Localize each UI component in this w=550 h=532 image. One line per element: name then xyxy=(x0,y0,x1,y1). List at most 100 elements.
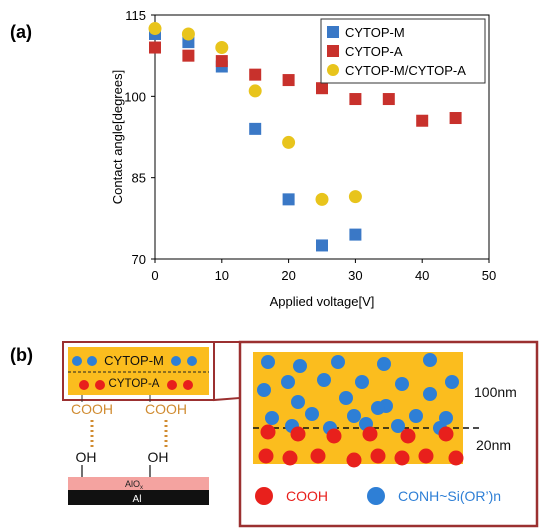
zoom-blue-dot xyxy=(391,419,405,433)
layer-top-label: CYTOP-M xyxy=(104,353,164,368)
zoom-connector xyxy=(213,341,241,402)
y-axis-label: Contact angle[degrees] xyxy=(110,70,125,204)
zoom-red-dot xyxy=(394,450,410,466)
data-point-series-2 xyxy=(349,93,362,106)
thickness-top-label: 100nm xyxy=(474,384,517,400)
legend-blue-dot xyxy=(367,487,385,505)
alox-label: AlOx xyxy=(125,479,143,491)
x-tick-label: 10 xyxy=(215,268,229,283)
x-tick-label: 20 xyxy=(281,268,295,283)
y-tick-label: 115 xyxy=(125,8,146,23)
zoom-red-dot xyxy=(418,448,434,464)
oh-left-label: OH xyxy=(76,449,97,465)
zoom-red-dot xyxy=(282,450,298,466)
zoom-blue-dot xyxy=(281,375,295,389)
zoom-red-dot xyxy=(258,448,274,464)
layer-diagram: CYTOP-M CYTOP-A COOH COOH OH OH AlOx Al … xyxy=(62,340,539,528)
legend-box xyxy=(320,18,486,84)
plot-frame xyxy=(154,14,490,260)
contact-angle-chart: 0 10 20 30 40 50 70 85 100 115 Applied voltage[V… xyxy=(110,8,496,309)
zoom-blue-dot xyxy=(257,383,271,397)
zoom-blue-dot xyxy=(261,355,275,369)
chart-legend: CYTOP-M CYTOP-A CYTOP-M/CYTOP-A xyxy=(320,18,486,84)
stack-blue-dot xyxy=(72,356,82,366)
zoom-blue-dot xyxy=(293,359,307,373)
data-point-series-3 xyxy=(215,41,229,55)
data-points xyxy=(148,22,462,252)
zoom-blue-dot xyxy=(445,375,459,389)
layer-bottom-label: CYTOP-A xyxy=(109,378,160,390)
stack-red-dot xyxy=(79,380,89,390)
zoom-blue-dot xyxy=(371,401,385,415)
legend-blue-label: CONH~Si(OR’)n xyxy=(398,488,501,504)
data-point-series-2 xyxy=(249,68,262,81)
zoom-red-dot xyxy=(438,426,454,442)
legend-label: CYTOP-A xyxy=(345,44,403,59)
zoom-red-dot xyxy=(400,428,416,444)
zoom-dots xyxy=(257,353,464,468)
zoom-red-dot xyxy=(326,428,342,444)
zoom-blue-dot xyxy=(423,353,437,367)
panel-a-label: (a) xyxy=(10,22,32,42)
data-point-series-2 xyxy=(149,41,161,54)
al-label: Al xyxy=(133,494,142,505)
zoom-blue-dot xyxy=(409,409,423,423)
zoom-blue-dot xyxy=(355,375,369,389)
stack-red-dot xyxy=(183,380,193,390)
zoom-red-dot xyxy=(448,450,464,466)
x-axis-label: Applied voltage[V] xyxy=(270,294,375,309)
alox-layer xyxy=(68,477,209,490)
zoom-layer xyxy=(253,352,463,464)
zoom-blue-dot xyxy=(339,391,353,405)
zoom-red-dot xyxy=(290,426,306,442)
legend-label: CYTOP-M xyxy=(345,25,405,40)
zoom-blue-dot xyxy=(317,373,331,387)
data-point-series-2 xyxy=(215,55,228,68)
y-tick-label: 100 xyxy=(124,89,146,104)
x-tick-label: 0 xyxy=(151,268,158,283)
data-point-series-2 xyxy=(382,93,395,106)
zoom-red-dot xyxy=(310,448,326,464)
data-point-series-3 xyxy=(248,84,262,98)
oh-right-label: OH xyxy=(148,449,169,465)
data-point-series-2 xyxy=(316,82,328,95)
zoom-blue-dot xyxy=(347,409,361,423)
plot-area-border xyxy=(154,14,490,260)
zoom-red-dot xyxy=(362,426,378,442)
data-point-series-3 xyxy=(282,135,296,149)
legend-label: CYTOP-M/CYTOP-A xyxy=(345,63,466,78)
legend-red-label: COOH xyxy=(286,488,328,504)
zoom-red-dot xyxy=(370,448,386,464)
stack-blue-dot xyxy=(87,356,97,366)
legend-marker xyxy=(327,26,339,38)
data-point-series-3 xyxy=(348,190,362,204)
y-tick-label: 70 xyxy=(132,252,146,267)
al-layer xyxy=(68,490,209,505)
x-tick-label: 40 xyxy=(415,268,429,283)
data-point-series-1 xyxy=(249,122,262,135)
cooh-left-label: COOH xyxy=(71,401,113,417)
zoom-blue-dot xyxy=(291,395,305,409)
stack-blue-dot xyxy=(171,356,181,366)
data-point-series-2 xyxy=(182,49,195,62)
zoom-blue-dot xyxy=(423,387,437,401)
stack-dots xyxy=(72,356,197,390)
stack-red-dot xyxy=(167,380,177,390)
x-tick-label: 30 xyxy=(348,268,362,283)
legend-marker xyxy=(327,64,339,76)
stack-red-dot xyxy=(95,380,105,390)
zoom-blue-dot xyxy=(265,411,279,425)
data-point-series-3 xyxy=(181,27,195,41)
panel-b-label: (b) xyxy=(10,345,33,365)
data-point-series-3 xyxy=(148,22,162,36)
zoom-red-dot xyxy=(346,452,362,468)
data-point-series-2 xyxy=(416,114,429,127)
data-point-series-1 xyxy=(316,239,328,252)
zoom-blue-dot xyxy=(331,355,345,369)
x-axis-ticks: 0 10 20 30 40 50 xyxy=(151,259,496,283)
zoom-blue-dot xyxy=(377,357,391,371)
thickness-bottom-label: 20nm xyxy=(476,437,511,453)
zoom-blue-dot xyxy=(305,407,319,421)
x-tick-label: 50 xyxy=(482,268,496,283)
data-point-series-1 xyxy=(349,228,362,241)
